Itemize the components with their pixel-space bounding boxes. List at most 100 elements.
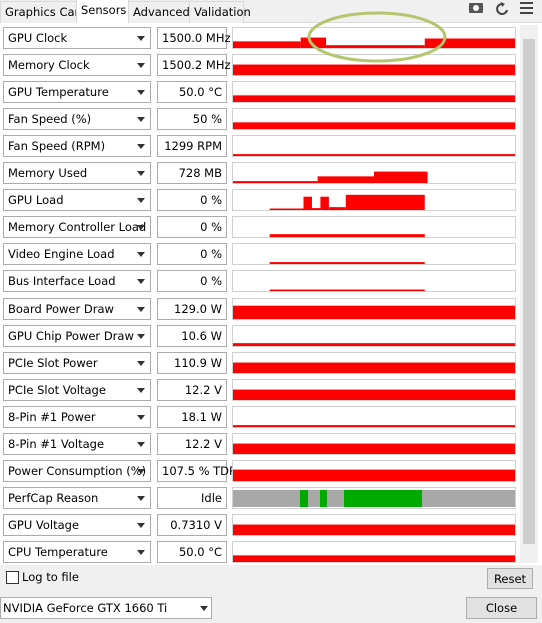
graph-fill — [233, 424, 515, 427]
log-label: Log to file — [22, 570, 79, 584]
sensor-name[interactable]: Memory Used — [3, 162, 151, 185]
dropdown-arrow[interactable] — [137, 468, 145, 474]
dropdown-arrow[interactable] — [137, 279, 145, 285]
sensor-name[interactable]: Memory Clock — [3, 54, 151, 77]
sensor-graph — [232, 513, 516, 536]
graph-fill — [300, 37, 327, 48]
dropdown-arrow[interactable] — [137, 198, 145, 204]
sensor-name[interactable]: Memory Controller Load — [3, 216, 151, 239]
graph-bg — [232, 135, 516, 158]
sensor-value: 18.1 W — [157, 405, 227, 428]
dropdown-arrow[interactable] — [137, 414, 145, 420]
graph-fill — [233, 181, 318, 184]
sensor-graph — [232, 459, 516, 482]
dropdown-arrow[interactable] — [137, 522, 145, 528]
graph-bg — [232, 216, 516, 239]
sensor-value: 0 % — [157, 243, 227, 266]
sensor-name[interactable]: Video Engine Load — [3, 243, 151, 266]
graph-fill — [320, 196, 329, 211]
dropdown-arrow[interactable] — [137, 171, 145, 177]
graph-fill — [311, 208, 321, 211]
sensor-graph — [232, 162, 516, 185]
sensor-graph — [232, 351, 516, 374]
sensor-name[interactable]: 8-Pin #1 Power — [3, 405, 151, 428]
graph-bg — [232, 405, 516, 428]
gpu-select[interactable]: NVIDIA GeForce GTX 1660 Ti — [0, 597, 212, 619]
scroll-thumb[interactable] — [523, 39, 535, 544]
dropdown-arrow[interactable] — [137, 333, 145, 339]
dropdown-arrow[interactable] — [137, 63, 145, 69]
sensor-name[interactable]: Power Consumption (%) — [3, 459, 151, 482]
sensor-name[interactable]: GPU Temperature — [3, 81, 151, 104]
graph-fill — [233, 443, 515, 454]
sensor-value: 50.0 °C — [157, 540, 227, 563]
sensor-name[interactable]: GPU Voltage — [3, 513, 151, 536]
dropdown-arrow[interactable] — [137, 360, 145, 366]
graph-fill — [233, 469, 515, 481]
sensor-name[interactable]: Fan Speed (RPM) — [3, 135, 151, 158]
sensor-graph — [232, 54, 516, 77]
graph-fill — [233, 342, 515, 346]
sensor-name[interactable]: PerfCap Reason — [3, 486, 151, 509]
sensor-name[interactable]: Fan Speed (%) — [3, 108, 151, 131]
sensor-name[interactable]: Bus Interface Load — [3, 270, 151, 293]
dropdown-arrow[interactable] — [137, 387, 145, 393]
graph-fill — [269, 234, 425, 238]
graph-fill — [233, 122, 515, 130]
graph-fill — [317, 176, 374, 184]
tab[interactable]: Validation — [189, 1, 251, 23]
sensor-name[interactable]: PCIe Slot Voltage — [3, 378, 151, 401]
sensor-value: 0 % — [157, 189, 227, 212]
sensor-name[interactable]: GPU Clock — [3, 27, 151, 49]
sensor-name[interactable]: CPU Temperature — [3, 540, 151, 563]
sensor-graph — [232, 135, 516, 158]
dropdown-arrow[interactable] — [137, 225, 145, 231]
sensor-graph — [232, 540, 516, 563]
sensor-graph — [232, 486, 516, 509]
tab[interactable]: Advanced — [128, 1, 190, 23]
dropdown-arrow[interactable] — [137, 90, 145, 96]
menu-icon[interactable] — [520, 2, 533, 14]
sensor-value: 728 MB — [157, 162, 227, 185]
dropdown-arrow[interactable] — [137, 36, 145, 41]
scrollbar[interactable] — [520, 25, 538, 563]
sensor-graph — [232, 27, 516, 49]
sensor-name[interactable]: Board Power Draw — [3, 297, 151, 320]
refresh-icon[interactable] — [496, 3, 508, 15]
dropdown-arrow[interactable] — [137, 549, 145, 555]
graph-fill — [345, 195, 425, 211]
dropdown-arrow[interactable] — [137, 306, 145, 312]
sensor-value: 1500.0 MHz — [157, 27, 231, 49]
sensor-value: 12.2 V — [157, 378, 227, 401]
log-checkbox[interactable] — [6, 571, 19, 584]
close-button[interactable]: Close — [466, 597, 537, 619]
dropdown-arrow[interactable] — [137, 117, 145, 123]
graph-fill — [233, 64, 515, 76]
graph-fill — [233, 524, 515, 535]
dropdown-arrow[interactable] — [137, 144, 145, 150]
tab[interactable]: Graphics Card — [0, 1, 86, 23]
sensor-graph — [232, 216, 516, 239]
sensor-name[interactable]: GPU Chip Power Draw — [3, 324, 151, 347]
sensor-value: 107.5 % TDP — [157, 459, 236, 482]
graph-fill — [233, 362, 515, 373]
sensor-graph — [232, 243, 516, 266]
dropdown-arrow[interactable] — [137, 252, 145, 258]
sensor-graph — [232, 324, 516, 347]
reset-button[interactable]: Reset — [487, 568, 533, 589]
dropdown-arrow[interactable] — [137, 441, 145, 447]
sensor-value: 1500.2 MHz — [157, 54, 231, 77]
graph-fill — [374, 171, 428, 184]
sensor-name[interactable]: 8-Pin #1 Voltage — [3, 432, 151, 455]
dropdown-arrow[interactable] — [137, 495, 145, 501]
sensor-name[interactable]: GPU Load — [3, 189, 151, 212]
sensor-name[interactable]: PCIe Slot Power — [3, 351, 151, 374]
sensor-value: 50.0 °C — [157, 81, 227, 104]
tab[interactable]: Sensors — [76, 0, 129, 23]
graph-fill — [326, 45, 425, 48]
graph-fill — [303, 196, 312, 211]
graph-fill — [328, 207, 346, 211]
sensor-value: 129.0 W — [157, 297, 227, 320]
graph-fill — [424, 38, 515, 48]
